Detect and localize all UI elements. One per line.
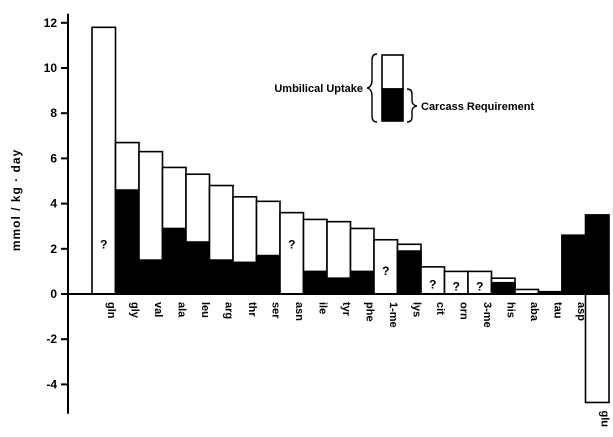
category-label-3-me: 3-me [481, 302, 493, 328]
category-label-ser: ser [269, 302, 281, 319]
y-axis: 12 10 8 6 4 2 0 -2 -4 [44, 13, 69, 414]
unknown-mark-asn: ? [288, 237, 295, 251]
y-axis-label: mmol / kg · day [9, 149, 23, 251]
carcass-bar-ala [161, 227, 187, 295]
carcass-bar-arg [208, 259, 234, 295]
legend-brace-left [366, 53, 378, 123]
legend: Umbilical Uptake Carcass Requirement [274, 53, 534, 123]
legend-carcass-label: Carcass Requirement [421, 101, 534, 113]
category-label-leu: leu [199, 302, 211, 318]
category-label-his: his [504, 302, 516, 318]
category-label-thr: thr [246, 302, 258, 317]
carcass-bar-lys [396, 250, 422, 295]
category-label-arg: arg [222, 302, 234, 319]
carcass-bar-his [490, 281, 516, 295]
category-label-asp: asp [575, 302, 587, 321]
y-tick-label: 8 [50, 106, 57, 120]
legend-carcass-swatch [381, 88, 404, 122]
y-tick-label: 10 [44, 61, 58, 75]
category-label-gln: gln [105, 302, 117, 319]
bars: ?????? [91, 26, 610, 404]
carcass-bar-gly [114, 189, 140, 295]
carcass-bar-phe [349, 270, 375, 295]
carcass-bar-leu [185, 241, 211, 295]
legend-brace-right [406, 88, 418, 123]
category-label-orn: orn [457, 302, 469, 320]
uptake-bar-gln [91, 26, 117, 295]
category-label-cit: cit [434, 302, 446, 315]
y-tick-label: 0 [50, 287, 57, 301]
carcass-bar-ser [255, 254, 281, 295]
uptake-bar-glu [584, 293, 610, 404]
legend-uptake-label: Umbilical Uptake [274, 83, 363, 95]
category-label-1-me: 1-me [387, 302, 399, 328]
category-label-val: val [152, 302, 164, 317]
category-label-phe: phe [363, 302, 375, 322]
carcass-bar-thr [232, 261, 258, 295]
category-label-aba: aba [528, 302, 540, 322]
carcass-bar-tyr [326, 277, 352, 295]
y-tick-label: 6 [50, 151, 57, 165]
y-tick-label: -4 [46, 377, 57, 391]
carcass-bar-val [138, 259, 164, 295]
unknown-mark-1-me: ? [382, 264, 389, 278]
carcass-bar-asp [561, 234, 587, 295]
category-label-ile: ile [316, 302, 328, 314]
unknown-mark-gln: ? [100, 237, 107, 251]
y-tick-label: 4 [50, 197, 57, 211]
y-tick-label: 2 [50, 242, 57, 256]
category-label-gly: gly [128, 302, 140, 319]
category-label-glu: glu [598, 410, 610, 427]
unknown-mark-orn: ? [453, 280, 460, 294]
uptake-bar-asn [279, 211, 305, 295]
y-tick-label: -2 [46, 332, 57, 346]
category-labels: gln gly val ala leu arg thr ser asn ile tyr phe 1-me… [105, 302, 611, 427]
carcass-bar-ile [302, 270, 328, 295]
y-tick-label: 12 [44, 16, 58, 30]
unknown-mark-3-me: ? [476, 280, 483, 294]
category-label-tyr: tyr [340, 302, 352, 317]
category-label-asn: asn [293, 302, 305, 321]
category-label-lys: lys [410, 302, 422, 317]
legend-uptake-swatch [381, 54, 404, 90]
category-label-ala: ala [175, 302, 187, 318]
carcass-bar-glu [584, 214, 610, 295]
category-label-tau: tau [551, 302, 563, 319]
unknown-mark-cit: ? [429, 277, 436, 291]
